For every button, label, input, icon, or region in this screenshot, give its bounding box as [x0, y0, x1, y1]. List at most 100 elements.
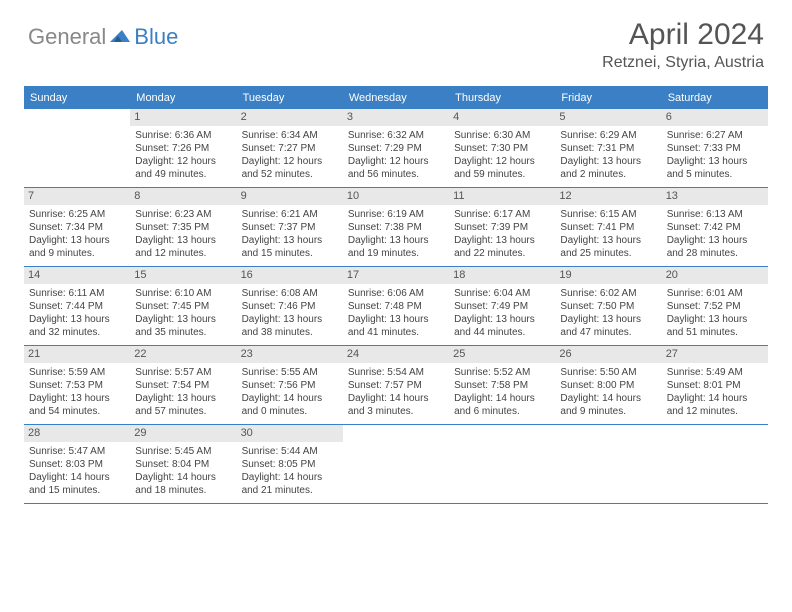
daylight-text: Daylight: 13 hours and 32 minutes.: [29, 313, 125, 339]
daylight-text: Daylight: 12 hours and 56 minutes.: [348, 155, 444, 181]
day-cell: 23Sunrise: 5:55 AMSunset: 7:56 PMDayligh…: [237, 346, 343, 424]
sunrise-text: Sunrise: 5:50 AM: [560, 366, 656, 379]
sunrise-text: Sunrise: 6:01 AM: [667, 287, 763, 300]
day-cell: 24Sunrise: 5:54 AMSunset: 7:57 PMDayligh…: [343, 346, 449, 424]
daylight-text: Daylight: 14 hours and 15 minutes.: [29, 471, 125, 497]
sunrise-text: Sunrise: 5:54 AM: [348, 366, 444, 379]
day-header-cell: Sunday: [24, 88, 130, 109]
sunset-text: Sunset: 7:41 PM: [560, 221, 656, 234]
day-cell: 12Sunrise: 6:15 AMSunset: 7:41 PMDayligh…: [555, 188, 661, 266]
daylight-text: Daylight: 13 hours and 22 minutes.: [454, 234, 550, 260]
daylight-text: Daylight: 13 hours and 15 minutes.: [242, 234, 338, 260]
sunrise-text: Sunrise: 6:36 AM: [135, 129, 231, 142]
day-cell: 27Sunrise: 5:49 AMSunset: 8:01 PMDayligh…: [662, 346, 768, 424]
sunset-text: Sunset: 7:46 PM: [242, 300, 338, 313]
daylight-text: Daylight: 13 hours and 47 minutes.: [560, 313, 656, 339]
daylight-text: Daylight: 13 hours and 2 minutes.: [560, 155, 656, 181]
sunset-text: Sunset: 7:58 PM: [454, 379, 550, 392]
sunrise-text: Sunrise: 5:45 AM: [135, 445, 231, 458]
sunrise-text: Sunrise: 6:08 AM: [242, 287, 338, 300]
sunrise-text: Sunrise: 6:13 AM: [667, 208, 763, 221]
sunrise-text: Sunrise: 5:52 AM: [454, 366, 550, 379]
sunset-text: Sunset: 7:38 PM: [348, 221, 444, 234]
sunset-text: Sunset: 8:01 PM: [667, 379, 763, 392]
sunrise-text: Sunrise: 6:23 AM: [135, 208, 231, 221]
daylight-text: Daylight: 13 hours and 44 minutes.: [454, 313, 550, 339]
sunrise-text: Sunrise: 6:19 AM: [348, 208, 444, 221]
day-cell: 9Sunrise: 6:21 AMSunset: 7:37 PMDaylight…: [237, 188, 343, 266]
sunrise-text: Sunrise: 6:17 AM: [454, 208, 550, 221]
daylight-text: Daylight: 13 hours and 51 minutes.: [667, 313, 763, 339]
sunset-text: Sunset: 7:57 PM: [348, 379, 444, 392]
daylight-text: Daylight: 14 hours and 9 minutes.: [560, 392, 656, 418]
daylight-text: Daylight: 13 hours and 9 minutes.: [29, 234, 125, 260]
day-number: 27: [662, 346, 768, 363]
day-number: 21: [24, 346, 130, 363]
day-number: 20: [662, 267, 768, 284]
week-row: 14Sunrise: 6:11 AMSunset: 7:44 PMDayligh…: [24, 267, 768, 346]
week-row: 21Sunrise: 5:59 AMSunset: 7:53 PMDayligh…: [24, 346, 768, 425]
daylight-text: Daylight: 13 hours and 35 minutes.: [135, 313, 231, 339]
day-cell: 14Sunrise: 6:11 AMSunset: 7:44 PMDayligh…: [24, 267, 130, 345]
week-row: 7Sunrise: 6:25 AMSunset: 7:34 PMDaylight…: [24, 188, 768, 267]
sunset-text: Sunset: 7:44 PM: [29, 300, 125, 313]
daylight-text: Daylight: 13 hours and 12 minutes.: [135, 234, 231, 260]
logo-text-general: General: [28, 24, 106, 50]
day-number: 3: [343, 109, 449, 126]
day-cell: 3 Sunrise: 6:32 AMSunset: 7:29 PMDaylight…: [343, 109, 449, 187]
day-cell: [449, 425, 555, 503]
sunset-text: Sunset: 7:39 PM: [454, 221, 550, 234]
day-number: 15: [130, 267, 236, 284]
sunset-text: Sunset: 7:34 PM: [29, 221, 125, 234]
day-number: 12: [555, 188, 661, 205]
sunset-text: Sunset: 8:04 PM: [135, 458, 231, 471]
daylight-text: Daylight: 13 hours and 41 minutes.: [348, 313, 444, 339]
sunset-text: Sunset: 7:45 PM: [135, 300, 231, 313]
sunset-text: Sunset: 7:42 PM: [667, 221, 763, 234]
day-cell: 5Sunrise: 6:29 AMSunset: 7:31 PMDaylight…: [555, 109, 661, 187]
day-cell: 18Sunrise: 6:04 AMSunset: 7:49 PMDayligh…: [449, 267, 555, 345]
page-title: April 2024: [602, 18, 764, 52]
day-number: 19: [555, 267, 661, 284]
sunset-text: Sunset: 7:26 PM: [135, 142, 231, 155]
sunrise-text: Sunrise: 6:32 AM: [348, 129, 444, 142]
day-number: 18: [449, 267, 555, 284]
sunset-text: Sunset: 7:52 PM: [667, 300, 763, 313]
sunset-text: Sunset: 7:50 PM: [560, 300, 656, 313]
day-cell: 25Sunrise: 5:52 AMSunset: 7:58 PMDayligh…: [449, 346, 555, 424]
day-number: 29: [130, 425, 236, 442]
sunset-text: Sunset: 7:48 PM: [348, 300, 444, 313]
day-number: 23: [237, 346, 343, 363]
day-number: 6: [662, 109, 768, 126]
day-cell: [24, 109, 130, 187]
day-number: 17: [343, 267, 449, 284]
sunrise-text: Sunrise: 6:29 AM: [560, 129, 656, 142]
day-cell: 30Sunrise: 5:44 AMSunset: 8:05 PMDayligh…: [237, 425, 343, 503]
day-number: 14: [24, 267, 130, 284]
sunset-text: Sunset: 8:05 PM: [242, 458, 338, 471]
daylight-text: Daylight: 13 hours and 19 minutes.: [348, 234, 444, 260]
sunset-text: Sunset: 7:49 PM: [454, 300, 550, 313]
daylight-text: Daylight: 14 hours and 18 minutes.: [135, 471, 231, 497]
sunset-text: Sunset: 7:29 PM: [348, 142, 444, 155]
sunset-text: Sunset: 7:56 PM: [242, 379, 338, 392]
daylight-text: Daylight: 13 hours and 54 minutes.: [29, 392, 125, 418]
logo-text-blue: Blue: [134, 24, 178, 50]
day-cell: 7Sunrise: 6:25 AMSunset: 7:34 PMDaylight…: [24, 188, 130, 266]
daylight-text: Daylight: 14 hours and 6 minutes.: [454, 392, 550, 418]
week-row: 1Sunrise: 6:36 AMSunset: 7:26 PMDaylight…: [24, 109, 768, 188]
day-number: 28: [24, 425, 130, 442]
calendar: SundayMondayTuesdayWednesdayThursdayFrid…: [24, 86, 768, 504]
day-cell: 1Sunrise: 6:36 AMSunset: 7:26 PMDaylight…: [130, 109, 236, 187]
day-number: 11: [449, 188, 555, 205]
day-cell: 28Sunrise: 5:47 AMSunset: 8:03 PMDayligh…: [24, 425, 130, 503]
day-cell: 21Sunrise: 5:59 AMSunset: 7:53 PMDayligh…: [24, 346, 130, 424]
day-cell: 13Sunrise: 6:13 AMSunset: 7:42 PMDayligh…: [662, 188, 768, 266]
daylight-text: Daylight: 14 hours and 12 minutes.: [667, 392, 763, 418]
sunrise-text: Sunrise: 6:02 AM: [560, 287, 656, 300]
sunrise-text: Sunrise: 6:21 AM: [242, 208, 338, 221]
day-cell: 11 Sunrise: 6:17 AMSunset: 7:39 PMDayligh…: [449, 188, 555, 266]
sunset-text: Sunset: 7:31 PM: [560, 142, 656, 155]
day-header-cell: Tuesday: [237, 88, 343, 109]
sunset-text: Sunset: 7:30 PM: [454, 142, 550, 155]
